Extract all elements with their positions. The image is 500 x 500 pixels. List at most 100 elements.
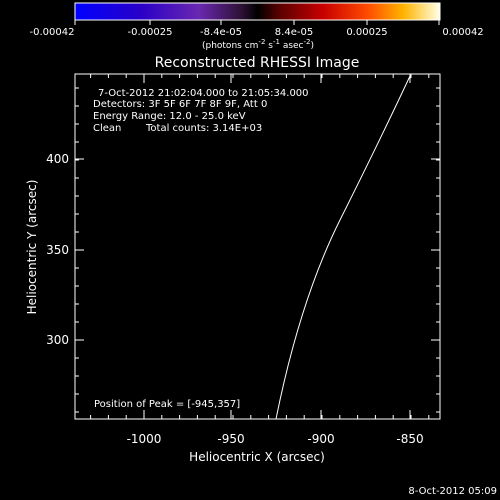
intensity-pixel xyxy=(110,284,117,291)
intensity-pixel xyxy=(257,347,264,354)
intensity-pixel xyxy=(138,263,145,270)
intensity-pixel xyxy=(250,361,257,368)
intensity-pixel xyxy=(418,200,425,207)
intensity-pixel xyxy=(124,193,131,200)
intensity-pixel xyxy=(306,249,313,256)
intensity-pixel xyxy=(348,137,355,144)
intensity-pixel xyxy=(89,361,96,368)
intensity-pixel xyxy=(334,263,341,270)
intensity-pixel xyxy=(96,137,103,144)
intensity-pixel xyxy=(180,242,187,249)
intensity-pixel xyxy=(285,340,292,347)
intensity-pixel xyxy=(103,179,110,186)
intensity-pixel xyxy=(75,123,82,130)
intensity-pixel xyxy=(89,214,96,221)
intensity-pixel xyxy=(82,410,89,417)
intensity-pixel xyxy=(201,81,208,88)
intensity-pixel xyxy=(341,263,348,270)
intensity-pixel xyxy=(383,375,390,382)
intensity-pixel xyxy=(229,249,236,256)
intensity-pixel xyxy=(334,375,341,382)
intensity-pixel xyxy=(159,256,166,263)
intensity-pixel xyxy=(355,417,362,419)
intensity-pixel xyxy=(383,186,390,193)
intensity-pixel xyxy=(250,207,257,214)
intensity-pixel xyxy=(208,284,215,291)
intensity-pixel xyxy=(222,291,229,298)
intensity-pixel xyxy=(271,109,278,116)
intensity-pixel xyxy=(334,235,341,242)
intensity-pixel xyxy=(383,333,390,340)
intensity-pixel xyxy=(166,417,173,419)
intensity-pixel xyxy=(376,193,383,200)
intensity-pixel xyxy=(313,186,320,193)
intensity-pixel xyxy=(229,396,236,403)
intensity-pixel xyxy=(313,200,320,207)
intensity-pixel xyxy=(110,116,117,123)
intensity-pixel xyxy=(180,102,187,109)
intensity-pixel xyxy=(229,361,236,368)
intensity-pixel xyxy=(397,81,404,88)
intensity-pixel xyxy=(215,193,222,200)
intensity-pixel xyxy=(278,200,285,207)
intensity-pixel xyxy=(159,263,166,270)
intensity-pixel xyxy=(117,172,124,179)
intensity-pixel xyxy=(418,88,425,95)
intensity-pixel xyxy=(82,263,89,270)
intensity-pixel xyxy=(145,137,152,144)
intensity-pixel xyxy=(257,81,264,88)
intensity-pixel xyxy=(96,235,103,242)
intensity-pixel xyxy=(243,305,250,312)
intensity-pixel xyxy=(362,123,369,130)
intensity-pixel xyxy=(201,123,208,130)
intensity-pixel xyxy=(264,74,271,81)
intensity-pixel xyxy=(124,312,131,319)
intensity-pixel xyxy=(355,228,362,235)
intensity-pixel xyxy=(271,179,278,186)
intensity-pixel xyxy=(180,207,187,214)
intensity-pixel xyxy=(152,256,159,263)
intensity-pixel xyxy=(250,389,257,396)
intensity-pixel xyxy=(278,207,285,214)
intensity-pixel xyxy=(75,235,82,242)
intensity-pixel xyxy=(215,228,222,235)
intensity-pixel xyxy=(411,291,418,298)
intensity-pixel xyxy=(404,214,411,221)
intensity-pixel xyxy=(131,354,138,361)
intensity-pixel xyxy=(222,347,229,354)
intensity-pixel xyxy=(341,403,348,410)
intensity-pixel xyxy=(124,368,131,375)
intensity-pixel xyxy=(390,333,397,340)
intensity-pixel xyxy=(383,109,390,116)
intensity-pixel xyxy=(201,172,208,179)
intensity-pixel xyxy=(215,221,222,228)
intensity-pixel xyxy=(110,403,117,410)
intensity-pixel xyxy=(152,228,159,235)
intensity-pixel xyxy=(124,263,131,270)
intensity-pixel xyxy=(369,410,376,417)
intensity-pixel xyxy=(348,263,355,270)
intensity-pixel xyxy=(145,123,152,130)
intensity-pixel xyxy=(229,81,236,88)
intensity-pixel xyxy=(138,151,145,158)
y-tick-label: 300 xyxy=(46,333,69,347)
intensity-pixel xyxy=(327,382,334,389)
intensity-pixel xyxy=(362,410,369,417)
intensity-pixel xyxy=(355,193,362,200)
intensity-pixel xyxy=(145,340,152,347)
intensity-pixel xyxy=(278,277,285,284)
intensity-pixel xyxy=(236,389,243,396)
intensity-pixel xyxy=(215,410,222,417)
intensity-pixel xyxy=(152,123,159,130)
intensity-pixel xyxy=(390,375,397,382)
intensity-pixel xyxy=(376,375,383,382)
intensity-pixel xyxy=(383,242,390,249)
intensity-pixel xyxy=(96,193,103,200)
intensity-pixel xyxy=(271,214,278,221)
intensity-pixel xyxy=(117,291,124,298)
intensity-pixel xyxy=(348,270,355,277)
intensity-pixel xyxy=(327,242,334,249)
intensity-pixel xyxy=(432,368,439,375)
intensity-pixel xyxy=(229,102,236,109)
intensity-pixel xyxy=(173,151,180,158)
